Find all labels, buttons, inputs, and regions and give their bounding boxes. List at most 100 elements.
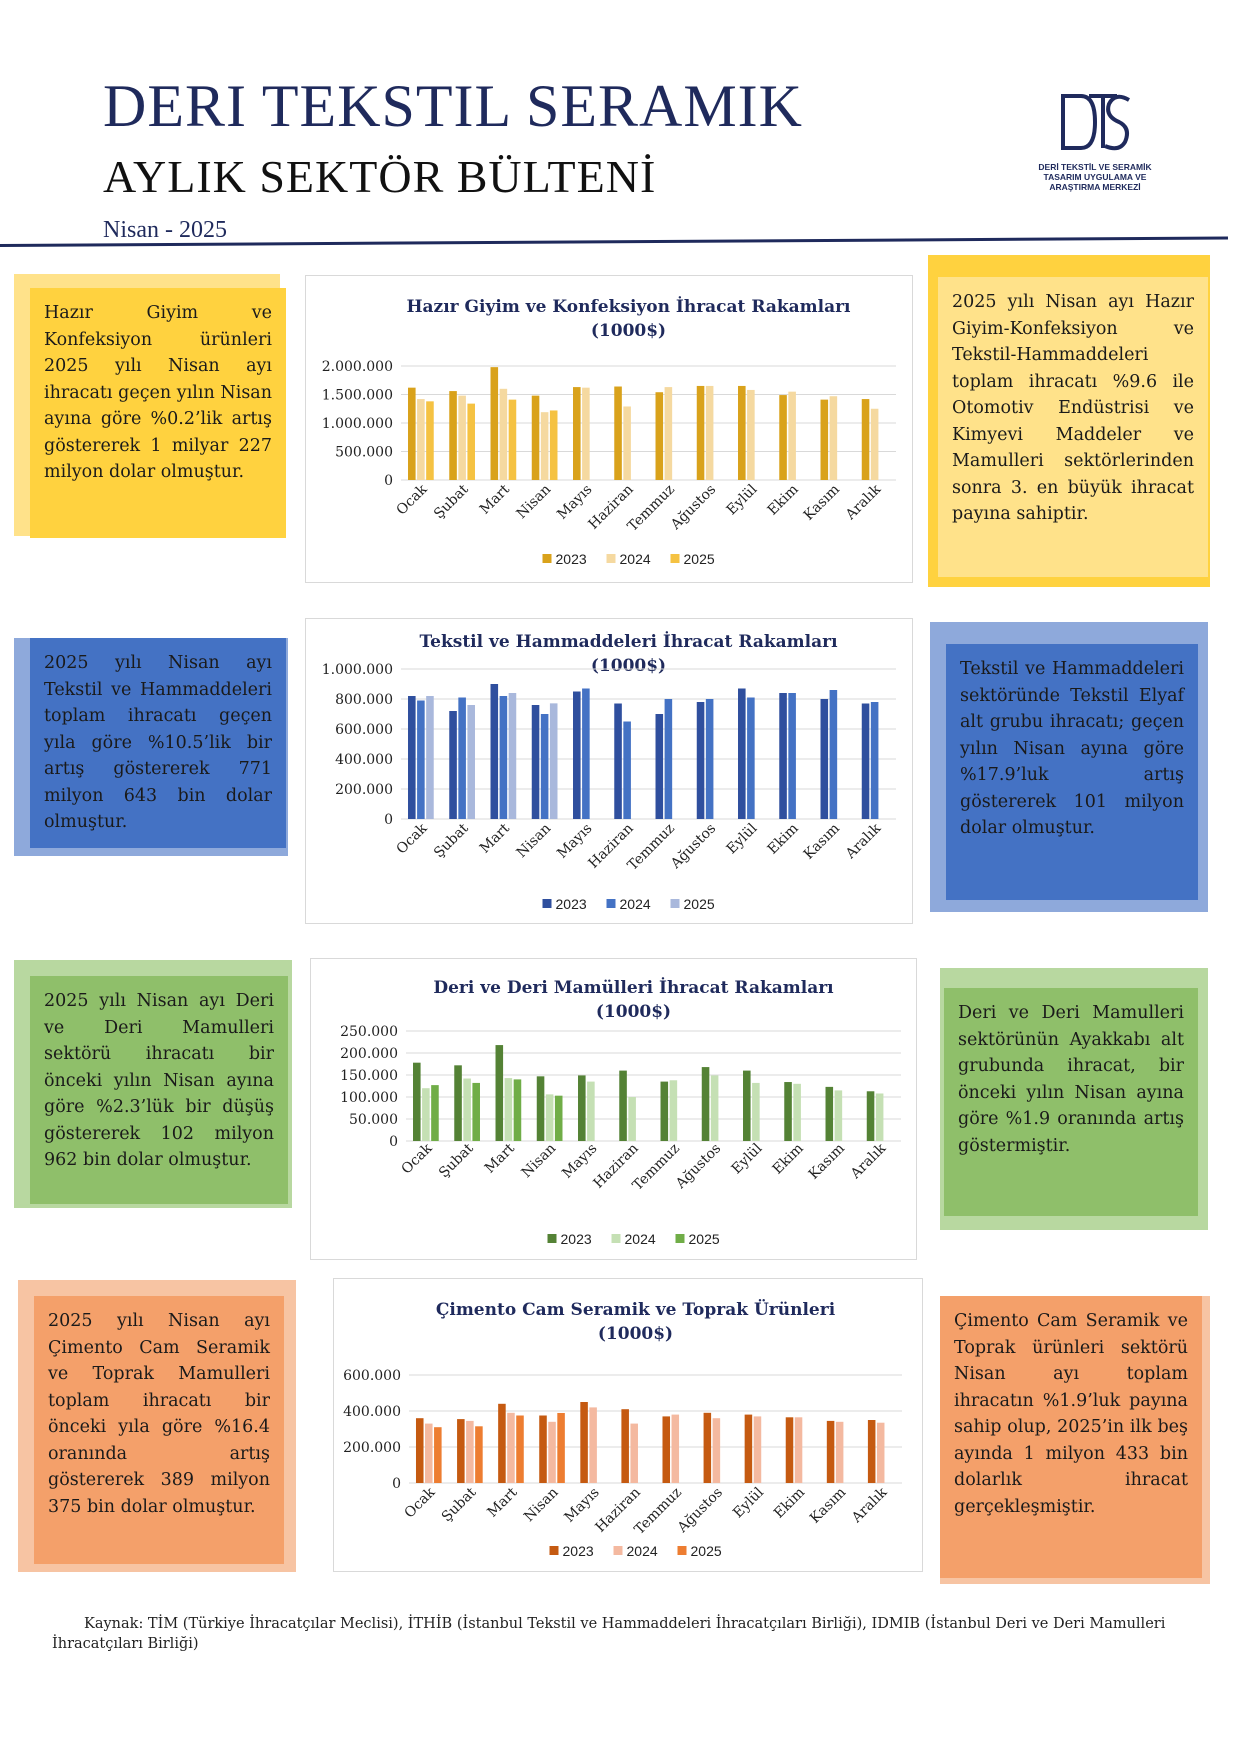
- chart1-legend-swatch: [542, 899, 552, 908]
- chart0-title: Hazır Giyim ve Konfeksiyon İhracat Rakam…: [406, 296, 851, 317]
- chart1-category-label: Ocak: [394, 820, 431, 857]
- chart1-category-label: Şubat: [431, 820, 472, 861]
- chart0-bar: [531, 395, 540, 480]
- chart0-bar: [573, 387, 581, 480]
- chart2-category-label: Ağustos: [672, 1141, 724, 1193]
- chart3-legend-swatch: [677, 1546, 687, 1555]
- chart3-category-label: Şubat: [439, 1484, 480, 1525]
- chart1-legend-swatch: [606, 899, 616, 908]
- chart1-bar: [408, 696, 416, 819]
- chart1-bar: [531, 705, 540, 819]
- chart3-title: Çimento Cam Seramik ve Toprak Ürünleri: [436, 1299, 836, 1320]
- chart2-title: Deri ve Deri Mamülleri İhracat Rakamları: [433, 977, 834, 998]
- chart3-legend-label: 2025: [691, 1543, 722, 1559]
- hazir-right-text: 2025 yılı Nisan ayı Hazır Giyim-Konfeksi…: [938, 277, 1208, 577]
- chart3-category-label: Nisan: [521, 1485, 562, 1526]
- chart2-legend-label: 2025: [689, 1231, 720, 1247]
- cimento-right-text: Çimento Cam Seramik ve Toprak ürünleri s…: [940, 1296, 1202, 1578]
- logo-caption-3: ARAŞTIRMA MERKEZİ: [1049, 182, 1141, 192]
- chart3-ytick-label: 0: [392, 1476, 401, 1492]
- chart1-ytick-label: 600.000: [335, 722, 393, 738]
- chart1-bar: [623, 721, 631, 819]
- chart0-ytick-label: 1.500.000: [322, 388, 393, 404]
- dts-logo-icon: [1061, 94, 1130, 151]
- tekstil-right-text: Tekstil ve Hammaddeleri sektöründe Tekst…: [946, 644, 1198, 900]
- chart2-bar: [793, 1083, 801, 1141]
- chart2-bar: [413, 1062, 421, 1141]
- chart2-unit: (1000$): [596, 1002, 671, 1022]
- chart1-bar: [458, 697, 466, 819]
- chart0-bar: [549, 410, 558, 480]
- chart0-category-label: Kasım: [801, 482, 843, 524]
- chart1-bar: [499, 696, 508, 819]
- chart0-category-label: Ağustos: [667, 482, 719, 534]
- chart1-title: Tekstil ve Hammaddeleri İhracat Rakamlar…: [419, 631, 838, 652]
- hazir-left-box: Hazır Giyim ve Konfeksiyon ürünleri 2025…: [14, 274, 286, 538]
- cimento-left-box: 2025 yılı Nisan ayı Çimento Cam Seramik …: [18, 1280, 296, 1572]
- chart3-bar: [498, 1403, 506, 1483]
- chart3-bar: [785, 1417, 794, 1483]
- chart3-category-label: Ocak: [401, 1484, 438, 1521]
- chart3-bar: [671, 1414, 680, 1483]
- chart1-ytick-label: 0: [384, 812, 393, 828]
- chart0-bar: [861, 399, 870, 480]
- chart1-category-label: Aralık: [842, 820, 885, 863]
- chart2-bar: [587, 1081, 595, 1141]
- chart0-legend-swatch: [542, 554, 552, 563]
- chart1-category-label: Mart: [477, 820, 513, 856]
- chart3-bar: [589, 1407, 597, 1483]
- chart3-category-label: Aralık: [848, 1484, 891, 1527]
- chart3-bar: [548, 1421, 556, 1483]
- chart2-ytick-label: 150.000: [340, 1068, 398, 1084]
- deri-right-text: Deri ve Deri Mamulleri sektörünün Ayakka…: [944, 988, 1198, 1216]
- deri-right-box: Deri ve Deri Mamulleri sektörünün Ayakka…: [940, 968, 1208, 1230]
- chart3-bar: [662, 1416, 671, 1483]
- chart2-bar: [710, 1075, 719, 1141]
- chart3-bar: [425, 1423, 433, 1483]
- chart3-bar: [753, 1416, 762, 1483]
- chart3-bar: [580, 1402, 588, 1483]
- chart0-bar: [614, 386, 622, 480]
- chart3-bar: [415, 1418, 424, 1483]
- chart2-category-label: Kasım: [806, 1141, 848, 1183]
- chart1-bar: [467, 705, 475, 819]
- chart2-bar: [472, 1082, 480, 1141]
- chart2-legend-swatch: [611, 1234, 621, 1243]
- chart2-bar: [504, 1078, 513, 1141]
- chart1-ytick-label: 400.000: [335, 752, 393, 768]
- chart3-bar: [434, 1427, 442, 1483]
- chart0-bar: [408, 387, 416, 480]
- chart1-bar: [870, 702, 879, 819]
- chart-hazir-giyim: Hazır Giyim ve Konfeksiyon İhracat Rakam…: [305, 275, 913, 583]
- chart0-ytick-label: 0: [384, 473, 393, 489]
- chart1-bar: [655, 714, 664, 819]
- chart2-bar: [619, 1070, 627, 1141]
- chart0-ytick-label: 2.000.000: [322, 359, 393, 375]
- chart2-bar: [628, 1097, 636, 1141]
- chart2-bar: [545, 1094, 554, 1141]
- chart1-category-label: Ağustos: [667, 821, 719, 873]
- chart0-category-label: Eylül: [724, 481, 761, 518]
- chart2-category-label: Mart: [482, 1140, 518, 1176]
- deri-left-text: 2025 yılı Nisan ayı Deri ve Deri Mamulle…: [30, 976, 288, 1204]
- chart0-legend-label: 2025: [684, 551, 715, 567]
- chart1-bar: [573, 691, 581, 819]
- chart3-ytick-label: 400.000: [343, 1404, 401, 1420]
- chart2-bar: [701, 1067, 710, 1141]
- chart1-bar: [490, 684, 499, 819]
- chart3-bar: [507, 1412, 515, 1483]
- chart0-bar: [490, 367, 499, 480]
- chart2-bar: [422, 1088, 430, 1141]
- dts-logo: DERİ TEKSTİL VE SERAMİK TASARIM UYGULAMA…: [1025, 90, 1165, 205]
- chart2-category-label: Ekim: [770, 1141, 807, 1178]
- chart3-category-label: Mart: [484, 1484, 520, 1520]
- chart3-unit: (1000$): [598, 1324, 673, 1344]
- chart0-bar: [738, 385, 746, 480]
- chart1-legend-swatch: [670, 899, 680, 908]
- chart-cimento: Çimento Cam Seramik ve Toprak Ürünleri (1…: [333, 1278, 923, 1572]
- chart0-bar: [820, 399, 829, 480]
- deri-left-box: 2025 yılı Nisan ayı Deri ve Deri Mamulle…: [14, 960, 292, 1208]
- chart0-category-label: Ocak: [394, 481, 431, 518]
- chart0-bar: [458, 395, 466, 480]
- chart1-ytick-label: 1.000.000: [322, 662, 393, 678]
